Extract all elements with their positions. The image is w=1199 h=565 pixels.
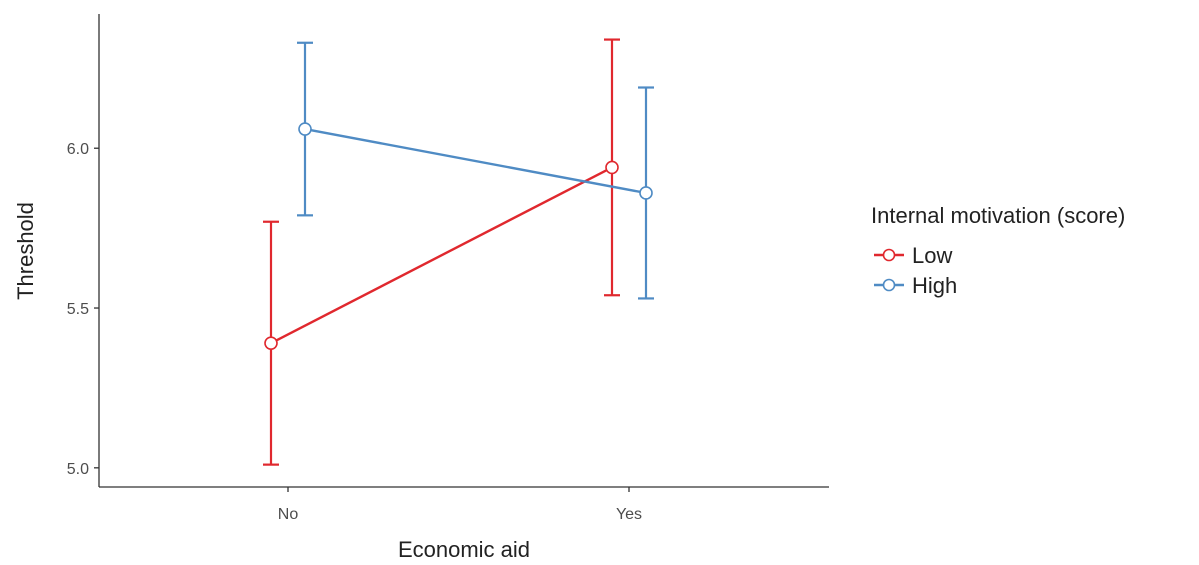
y-tick-label: 5.5 — [67, 301, 89, 318]
x-axis-title: Economic aid — [398, 537, 530, 562]
legend: Internal motivation (score) Low High — [871, 203, 1125, 298]
x-axis-ticks: No Yes — [278, 487, 642, 523]
x-tick-label: Yes — [616, 506, 642, 523]
series-low — [263, 38, 620, 466]
legend-label: Low — [912, 243, 952, 268]
data-point — [298, 122, 312, 136]
series-high — [297, 41, 654, 300]
legend-key-point — [882, 248, 896, 262]
series-line — [270, 166, 613, 345]
data-point — [639, 186, 653, 200]
legend-key-point — [882, 278, 896, 292]
data-point — [605, 160, 619, 175]
x-tick-label: No — [278, 506, 299, 523]
y-tick-label: 5.0 — [67, 461, 89, 478]
y-axis-title: Threshold — [13, 202, 38, 300]
legend-title: Internal motivation (score) — [871, 203, 1125, 228]
legend-item: Low — [874, 243, 952, 268]
plot-panel — [263, 38, 654, 466]
legend-item: High — [874, 273, 957, 298]
y-axis-ticks: 5.0 5.5 6.0 — [67, 141, 99, 478]
series-line — [304, 127, 647, 195]
legend-items: Low High — [874, 243, 957, 298]
y-tick-label: 6.0 — [67, 141, 89, 158]
data-point — [264, 336, 278, 350]
legend-label: High — [912, 273, 957, 298]
